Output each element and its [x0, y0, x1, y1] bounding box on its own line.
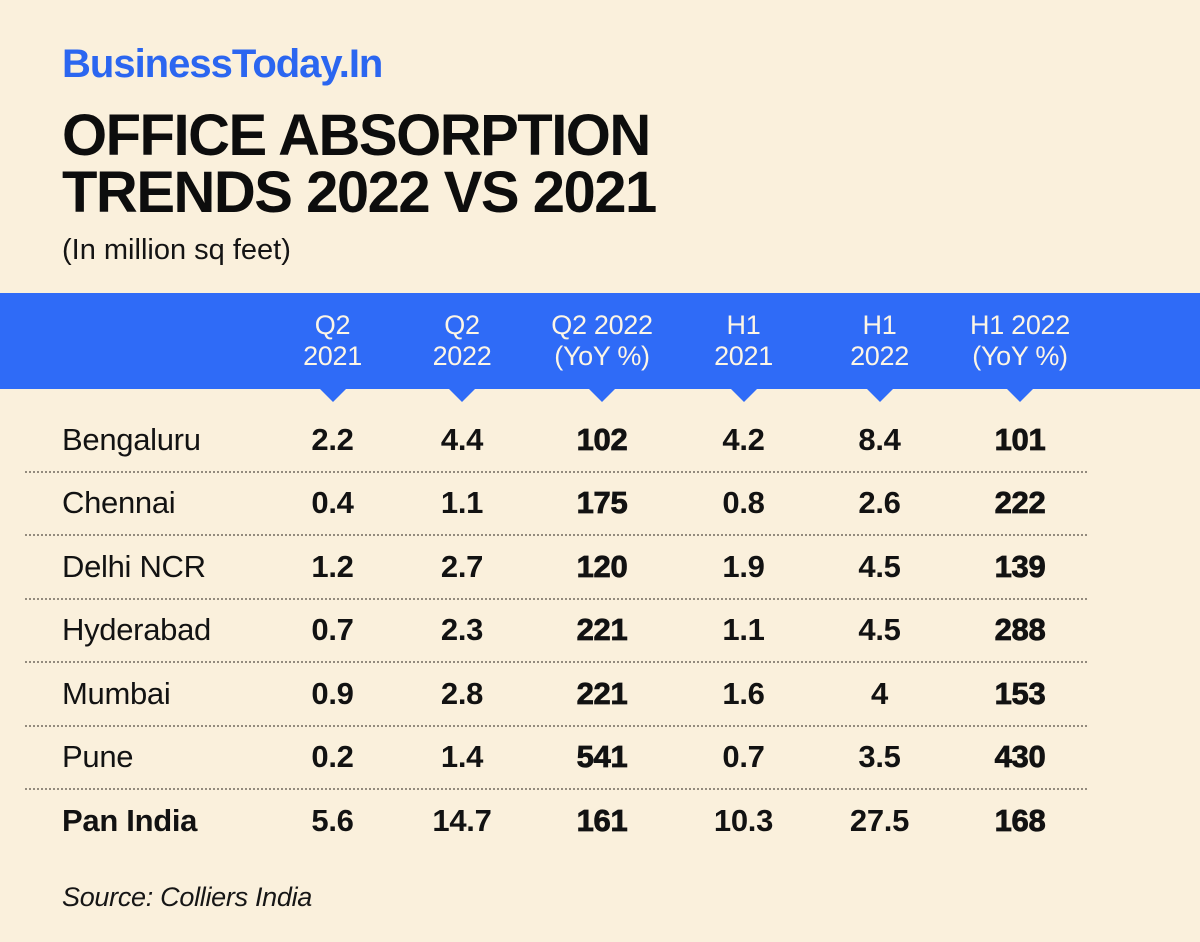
title-line-1: OFFICE ABSORPTION — [62, 103, 651, 168]
cell-q2-yoy: 175 — [576, 485, 628, 521]
cell-q2-2021: 1.2 — [311, 548, 354, 584]
table-row-bengaluru: Bengaluru 2.2 4.4 102 4.2 8.4 101 — [0, 409, 1200, 471]
cell-q2-2022: 2.8 — [440, 675, 484, 711]
table-row-pan-india: Pan India 5.6 14.7 161 10.3 27.5 168 — [0, 790, 1200, 852]
cell-q2-yoy: 102 — [576, 421, 628, 457]
header-line-1: H1 — [862, 310, 897, 340]
cell-h1-2021: 10.3 — [713, 802, 774, 838]
cell-q2-2021: 0.9 — [311, 675, 354, 711]
column-pointer-icon — [588, 388, 616, 402]
cell-h1-2021: 0.8 — [722, 485, 765, 521]
cell-h1-2021: 1.1 — [722, 612, 765, 648]
row-divider — [25, 661, 1087, 663]
cell-h1-2022: 4.5 — [858, 612, 901, 648]
cell-h1-2021: 1.9 — [722, 548, 765, 584]
cell-h1-2022: 2.6 — [858, 485, 901, 521]
cell-q2-yoy: 221 — [576, 612, 628, 648]
cell-q2-2021: 5.6 — [311, 802, 354, 838]
cell-q2-2021: 2.2 — [311, 421, 354, 457]
cell-q2-2022: 2.3 — [440, 612, 484, 648]
row-label: Pune — [62, 739, 134, 775]
column-pointer-icon — [1006, 388, 1034, 402]
row-label: Mumbai — [62, 675, 171, 711]
cell-q2-2022: 1.1 — [440, 485, 484, 521]
header-line-1: H1 — [726, 310, 761, 340]
column-header-h1-2022: H1 2022 — [812, 293, 947, 402]
cell-q2-2022: 2.7 — [440, 548, 484, 584]
page-title: OFFICE ABSORPTION TRENDS 2022 VS 2021 — [62, 103, 1200, 225]
header-line-2: (YoY %) — [554, 341, 650, 371]
cell-h1-yoy: 168 — [994, 802, 1046, 838]
cell-h1-yoy: 101 — [994, 421, 1046, 457]
cell-q2-yoy: 120 — [576, 548, 628, 584]
column-header-q2-2021: Q2 2021 — [270, 293, 395, 402]
cell-h1-yoy: 222 — [994, 485, 1046, 521]
column-header-h1-2021: H1 2021 — [675, 293, 812, 402]
brand-logo: BusinessToday.In — [62, 42, 383, 86]
cell-h1-2022: 4.5 — [858, 548, 901, 584]
row-divider — [25, 724, 1087, 727]
cell-h1-2021: 1.6 — [722, 675, 765, 711]
column-pointer-icon — [448, 388, 476, 402]
header-spacer — [0, 293, 270, 389]
row-label: Hyderabad — [62, 612, 211, 648]
cell-h1-yoy: 288 — [994, 612, 1046, 648]
cell-q2-yoy: 161 — [576, 802, 628, 838]
row-divider — [25, 788, 1087, 790]
header-line-2: 2022 — [850, 341, 909, 371]
cell-h1-2022: 3.5 — [858, 739, 901, 775]
infographic-canvas: BusinessToday.In OFFICE ABSORPTION TREND… — [0, 42, 1200, 942]
table-body: Bengaluru 2.2 4.4 102 4.2 8.4 101 Chenna… — [0, 409, 1200, 852]
row-label: Chennai — [62, 485, 176, 521]
cell-h1-2022: 27.5 — [849, 802, 910, 838]
header-line-1: H1 2022 — [970, 310, 1070, 340]
column-header-h1-yoy: H1 2022 (YoY %) — [947, 293, 1093, 402]
source-attribution: Source: Colliers India — [62, 881, 313, 912]
row-divider — [25, 597, 1087, 600]
row-divider — [25, 534, 1087, 536]
table-row-delhi-ncr: Delhi NCR 1.2 2.7 120 1.9 4.5 139 — [0, 536, 1200, 598]
cell-h1-2021: 0.7 — [722, 739, 765, 775]
column-header-q2-2022: Q2 2022 — [395, 293, 529, 402]
header-line-2: 2022 — [432, 341, 492, 371]
cell-q2-2021: 0.7 — [311, 612, 354, 648]
header-line-2: 2021 — [714, 341, 773, 371]
row-divider — [25, 470, 1087, 473]
table-row-mumbai: Mumbai 0.9 2.8 221 1.6 4 153 — [0, 663, 1200, 725]
cell-h1-2021: 4.2 — [722, 421, 765, 457]
cell-h1-yoy: 430 — [994, 739, 1046, 775]
table-header-bar: Q2 2021 Q2 2022 Q2 2022 (YoY %) H1 2021 … — [0, 293, 1200, 402]
header-line-2: (YoY %) — [972, 341, 1068, 371]
header-line-2: 2021 — [303, 341, 362, 371]
cell-h1-yoy: 153 — [994, 675, 1046, 711]
title-line-2: TRENDS 2022 VS 2021 — [62, 160, 657, 225]
column-pointer-icon — [318, 388, 347, 402]
header-line-1: Q2 2022 — [551, 310, 653, 340]
table-row-chennai: Chennai 0.4 1.1 175 0.8 2.6 222 — [0, 473, 1200, 535]
header-line-1: Q2 — [444, 310, 480, 340]
header-line-1: Q2 — [314, 310, 351, 340]
cell-q2-yoy: 541 — [576, 739, 628, 775]
cell-q2-yoy: 221 — [576, 675, 628, 711]
row-label: Delhi NCR — [62, 548, 206, 584]
column-pointer-icon — [865, 388, 894, 402]
cell-h1-yoy: 139 — [994, 548, 1046, 584]
units-subtitle: (In million sq feet) — [62, 234, 291, 266]
cell-q2-2021: 0.2 — [311, 739, 354, 775]
cell-h1-2022: 4 — [871, 675, 888, 711]
table-row-hyderabad: Hyderabad 0.7 2.3 221 1.1 4.5 288 — [0, 600, 1200, 662]
column-pointer-icon — [729, 388, 758, 402]
table-row-pune: Pune 0.2 1.4 541 0.7 3.5 430 — [0, 727, 1200, 789]
cell-q2-2022: 14.7 — [432, 802, 492, 838]
column-header-q2-yoy: Q2 2022 (YoY %) — [529, 293, 675, 402]
row-label: Bengaluru — [62, 421, 201, 457]
row-label: Pan India — [62, 802, 198, 838]
cell-q2-2022: 1.4 — [440, 739, 484, 775]
cell-q2-2021: 0.4 — [311, 485, 354, 521]
cell-h1-2022: 8.4 — [858, 421, 901, 457]
cell-q2-2022: 4.4 — [440, 421, 484, 457]
